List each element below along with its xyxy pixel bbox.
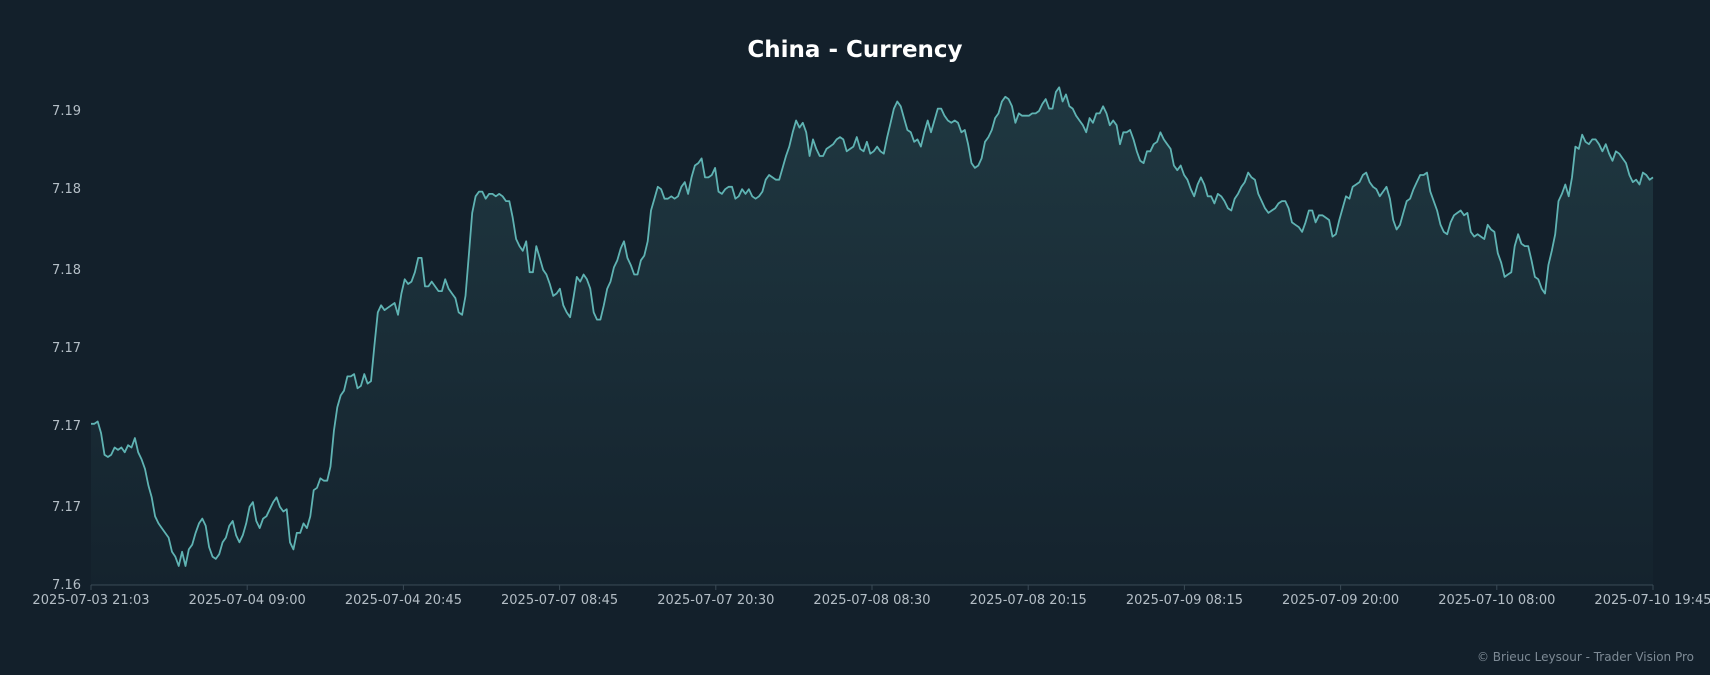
x-tick-label: 2025-07-09 20:00 bbox=[1282, 593, 1399, 608]
x-tick-label: 2025-07-08 08:30 bbox=[813, 593, 930, 608]
y-tick-label: 7.18 bbox=[52, 182, 81, 197]
x-tick-label: 2025-07-10 19:45 bbox=[1594, 593, 1710, 608]
x-tick-label: 2025-07-07 20:30 bbox=[657, 593, 774, 608]
y-tick-label: 7.17 bbox=[52, 500, 81, 515]
series-line bbox=[91, 86, 1654, 567]
credit-text: © Brieuc Leysour - Trader Vision Pro bbox=[1477, 650, 1694, 664]
plot-area bbox=[91, 86, 1654, 586]
x-tick-label: 2025-07-03 21:03 bbox=[32, 593, 149, 608]
chart-title: China - Currency bbox=[747, 37, 962, 63]
x-tick-label: 2025-07-08 20:15 bbox=[970, 593, 1087, 608]
y-tick-label: 7.17 bbox=[52, 341, 81, 356]
series-area bbox=[91, 87, 1653, 586]
y-axis: 7.16 7.17 7.17 7.17 7.18 7.18 7.19 bbox=[52, 104, 81, 593]
x-tick-label: 2025-07-07 08:45 bbox=[501, 593, 618, 608]
y-tick-label: 7.19 bbox=[52, 104, 81, 119]
y-tick-label: 7.16 bbox=[52, 578, 81, 593]
x-tick-label: 2025-07-10 08:00 bbox=[1438, 593, 1555, 608]
y-tick-label: 7.17 bbox=[52, 419, 81, 434]
y-tick-label: 7.18 bbox=[52, 263, 81, 278]
x-tick-label: 2025-07-04 20:45 bbox=[345, 593, 462, 608]
x-tick-label: 2025-07-09 08:15 bbox=[1126, 593, 1243, 608]
x-axis: 2025-07-03 21:03 2025-07-04 09:00 2025-07-… bbox=[32, 584, 1710, 608]
x-tick-label: 2025-07-04 09:00 bbox=[189, 593, 306, 608]
